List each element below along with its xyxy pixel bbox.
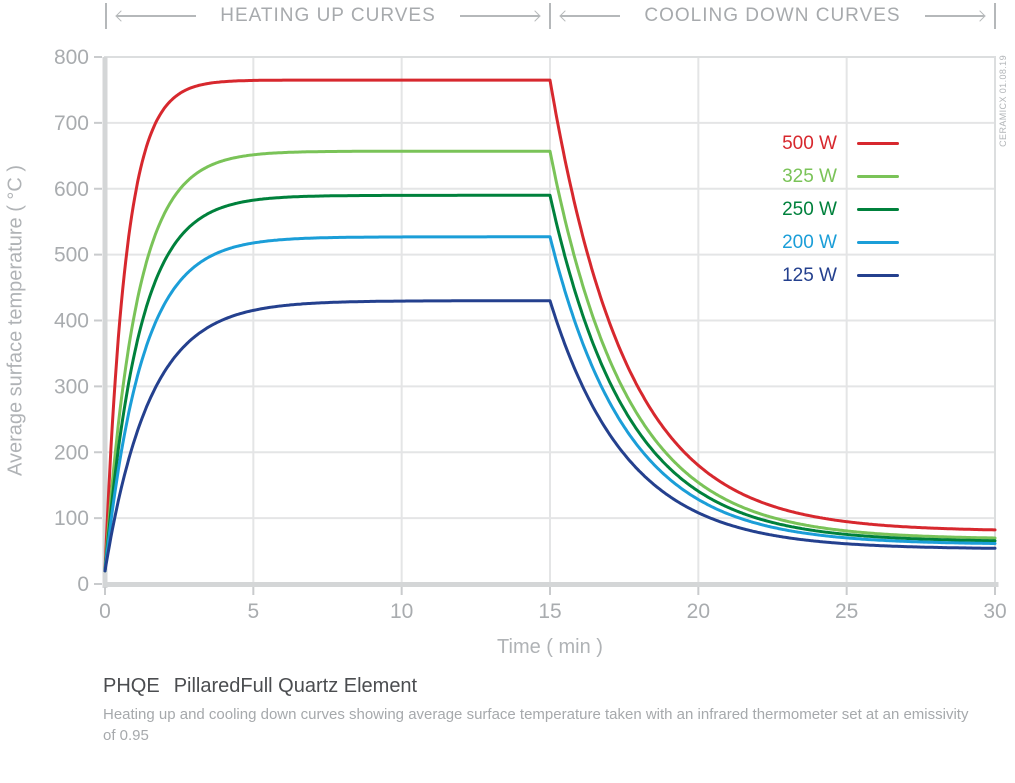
caption-description: Heating up and cooling down curves showi… [103, 706, 969, 744]
legend-line-swatch-500-w [857, 141, 899, 146]
legend-item-200-w: 200 W [740, 226, 899, 259]
curve-500-w [103, 78, 997, 573]
x-axis-line [102, 582, 999, 587]
curve-325-w [103, 149, 997, 573]
legend-item-250-w: 250 W [740, 193, 899, 226]
product-name: PillaredFull Quartz Element [173, 675, 418, 697]
product-code: PHQE [103, 675, 160, 697]
y-axis-title: Average surface temperature ( °C ) [4, 164, 27, 477]
left-arrow-icon [117, 15, 197, 17]
caption-title: PHQE PillaredFull Quartz Element [103, 675, 988, 698]
x-tick-label-15: 15 [538, 600, 561, 623]
cooling-phase-header: COOLING DOWN CURVES [549, 3, 996, 29]
x-tick-label-30: 30 [983, 600, 1006, 623]
legend-label-325-w: 325 W [782, 165, 837, 187]
legend-item-500-w: 500 W [740, 127, 899, 160]
legend-label-250-w: 250 W [782, 198, 837, 220]
cooling-phase-label: COOLING DOWN CURVES [644, 5, 901, 26]
y-tick-label-700: 700 [54, 112, 89, 135]
legend-label-200-w: 200 W [782, 231, 837, 253]
y-tick-label-0: 0 [77, 573, 89, 596]
x-tick-label-25: 25 [835, 600, 858, 623]
y-tick-label-300: 300 [54, 375, 89, 398]
caption: PHQE PillaredFull Quartz Element Heating … [103, 675, 988, 746]
x-tick-label-5: 5 [247, 600, 259, 623]
x-tick-label-10: 10 [390, 600, 413, 623]
right-arrow-icon [459, 15, 539, 17]
legend-label-500-w: 500 W [782, 132, 837, 154]
x-axis-title: Time ( min ) [497, 636, 603, 658]
y-axis-line [102, 57, 108, 588]
x-tick-label-0: 0 [99, 600, 111, 623]
curve-250-w [103, 193, 997, 573]
y-tick-label-500: 500 [54, 244, 89, 267]
y-tick-label-600: 600 [54, 178, 89, 201]
watermark-text: CERAMICX 01.08.19 [998, 55, 1008, 147]
legend-item-125-w: 125 W [740, 259, 899, 292]
legend-item-325-w: 325 W [740, 160, 899, 193]
heating-phase-label: HEATING UP CURVES [220, 5, 436, 26]
heating-phase-header: HEATING UP CURVES [105, 3, 549, 29]
y-tick-label-200: 200 [54, 441, 89, 464]
right-arrow-icon [924, 15, 984, 17]
curve-125-w [103, 299, 997, 573]
x-tick-label-20: 20 [687, 600, 710, 623]
legend-label-125-w: 125 W [782, 264, 837, 286]
y-tick-label-100: 100 [54, 507, 89, 530]
legend-line-swatch-125-w [857, 273, 899, 278]
legend-line-swatch-325-w [857, 174, 899, 179]
curve-200-w [103, 235, 997, 573]
legend-line-swatch-250-w [857, 207, 899, 212]
left-arrow-icon [561, 15, 621, 17]
legend-line-swatch-200-w [857, 240, 899, 245]
y-tick-label-800: 800 [54, 46, 89, 69]
legend: 500 W 325 W 250 W 200 W 125 W [740, 127, 899, 292]
y-tick-label-400: 400 [54, 310, 89, 333]
